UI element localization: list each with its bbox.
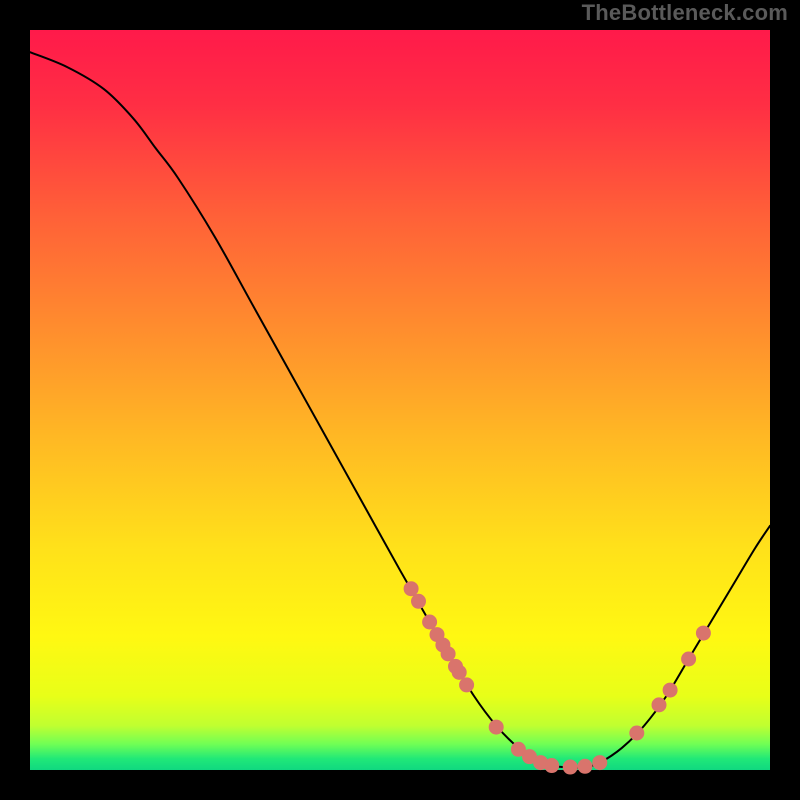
data-marker	[630, 726, 644, 740]
data-marker	[652, 698, 666, 712]
data-marker	[578, 759, 592, 773]
data-marker	[423, 615, 437, 629]
data-marker	[441, 647, 455, 661]
data-marker	[593, 756, 607, 770]
data-marker	[489, 720, 503, 734]
bottleneck-chart	[0, 0, 800, 800]
watermark-text: TheBottleneck.com	[582, 0, 788, 26]
plot-gradient	[30, 30, 770, 770]
data-marker	[412, 594, 426, 608]
data-marker	[563, 760, 577, 774]
data-marker	[545, 759, 559, 773]
data-marker	[460, 678, 474, 692]
data-marker	[404, 582, 418, 596]
chart-container: TheBottleneck.com	[0, 0, 800, 800]
data-marker	[682, 652, 696, 666]
data-marker	[663, 683, 677, 697]
data-marker	[696, 626, 710, 640]
data-marker	[452, 665, 466, 679]
